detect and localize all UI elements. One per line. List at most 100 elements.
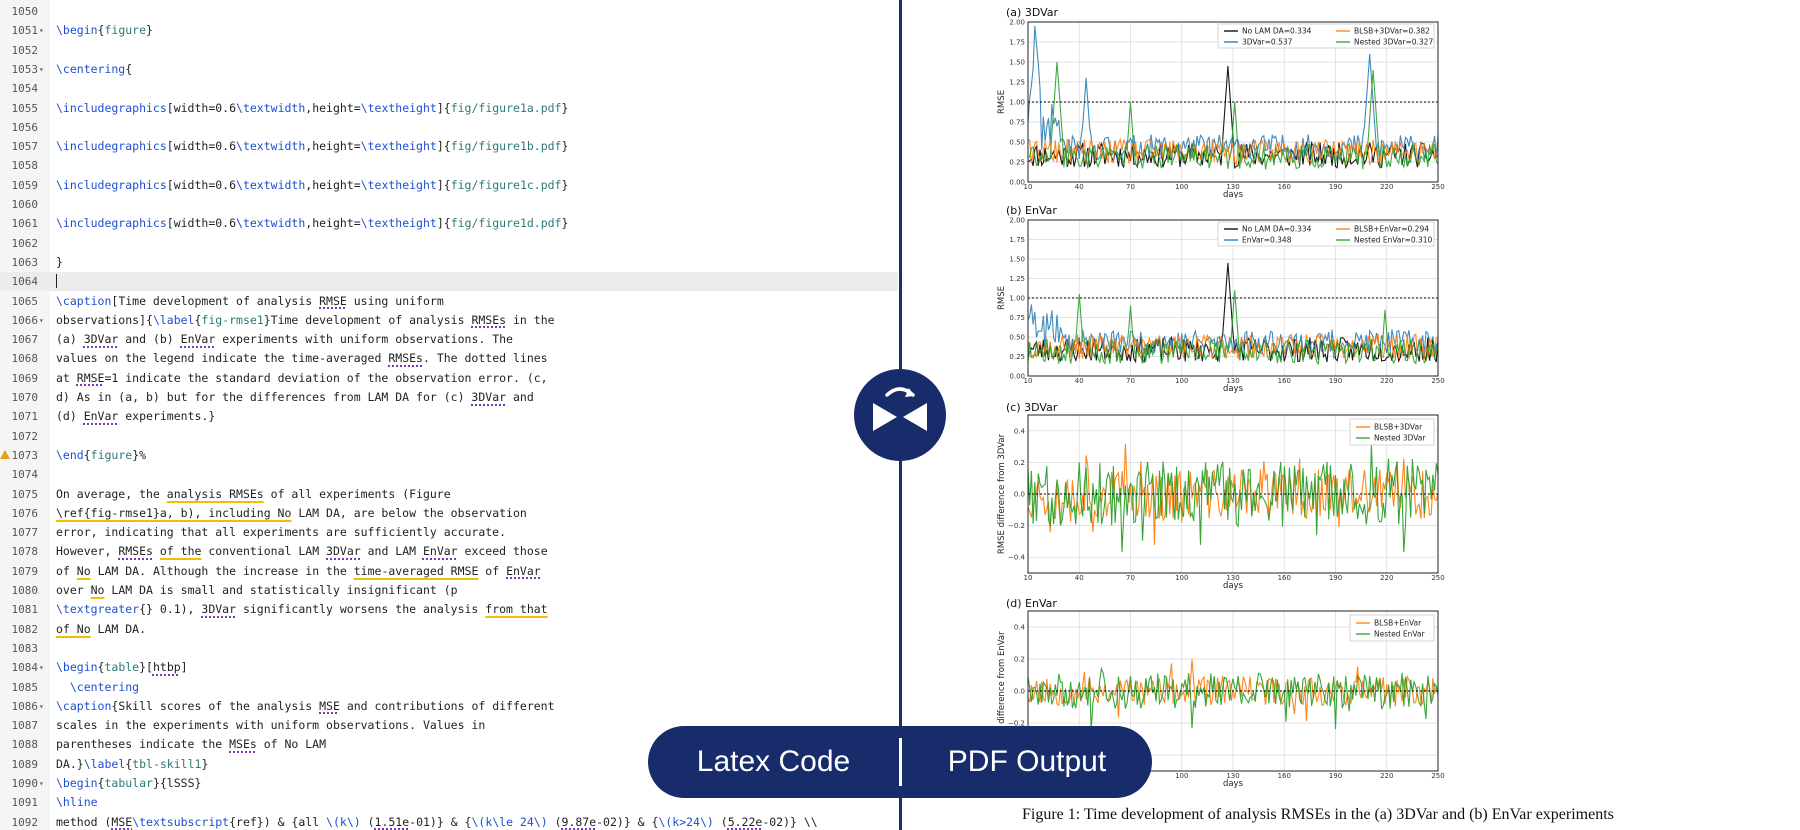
code-text[interactable]: \hline — [56, 793, 98, 812]
code-text[interactable]: \end{figure}% — [56, 446, 146, 465]
code-line[interactable]: 1079 of No LAM DA. Although the increase … — [0, 562, 898, 581]
x-tick-label: 10 — [1024, 183, 1033, 191]
view-mode-toggle[interactable]: Latex Code PDF Output — [648, 726, 1152, 798]
series-line — [1027, 443, 1439, 545]
code-text[interactable]: of No LAM DA. — [56, 620, 146, 639]
code-line[interactable]: 1070 d) As in (a, b) but for the differen… — [0, 388, 898, 407]
code-token: =1 indicate the standard deviation of th… — [104, 370, 548, 385]
line-number: 1065 — [11, 294, 39, 308]
code-text[interactable]: observations]{\label{fig-rmse1}Time deve… — [56, 311, 555, 330]
code-text[interactable]: \includegraphics[width=0.6\textwidth,hei… — [56, 99, 568, 118]
code-line[interactable]: 1071 (d) EnVar experiments.} — [0, 407, 898, 426]
code-text[interactable]: \begin{tabular}{lSSS} — [56, 774, 201, 793]
code-text[interactable]: \textgreater{} 0.1), 3DVar significantly… — [56, 600, 548, 619]
code-line[interactable]: 1050 — [0, 2, 898, 21]
code-line[interactable]: 1055 \includegraphics[width=0.6\textwidth… — [0, 99, 898, 118]
code-text[interactable]: ​ — [56, 272, 57, 291]
code-line[interactable]: 1056 — [0, 118, 898, 137]
code-line[interactable]: 1077 error, indicating that all experimen… — [0, 523, 898, 542]
code-text[interactable]: \begin{figure} — [56, 21, 153, 40]
code-text[interactable]: \centering{ — [56, 60, 132, 79]
latex-code-tab[interactable]: Latex Code — [696, 745, 851, 778]
code-text[interactable]: \centering — [56, 678, 139, 697]
x-tick-label: 190 — [1329, 772, 1342, 780]
code-text[interactable]: d) As in (a, b) but for the differences … — [56, 388, 534, 407]
code-line[interactable]: 1083 — [0, 639, 898, 658]
code-line[interactable]: 1066 ▾ observations]{\label{fig-rmse1}Time… — [0, 311, 898, 330]
code-line[interactable]: 1062 — [0, 234, 898, 253]
code-line[interactable]: 1063} — [0, 253, 898, 272]
code-line[interactable]: 1060 — [0, 195, 898, 214]
code-text[interactable]: at RMSE=1 indicate the standard deviatio… — [56, 369, 548, 388]
code-line[interactable]: 1058 — [0, 156, 898, 175]
swap-panes-button[interactable] — [854, 369, 946, 461]
code-text[interactable]: of No LAM DA. Although the increase in t… — [56, 562, 541, 581]
code-line[interactable]: 1072 — [0, 427, 898, 446]
code-line[interactable]: 1074 — [0, 465, 898, 484]
code-line[interactable]: 1054 — [0, 79, 898, 98]
code-line[interactable]: 1061 \includegraphics[width=0.6\textwidth… — [0, 214, 898, 233]
code-token: ]{ — [436, 139, 451, 154]
code-line[interactable]: 1051 ▾ \begin{figure} — [0, 21, 898, 40]
series-line — [1027, 290, 1439, 366]
code-line[interactable]: 1057 \includegraphics[width=0.6\textwidth… — [0, 137, 898, 156]
code-line[interactable]: 1076 \ref{fig-rmse1}a, b), including No L… — [0, 504, 898, 523]
code-text[interactable]: parentheses indicate the MSEs of No LAM — [56, 735, 326, 754]
code-line[interactable]: 1084 ▾ \begin{table}[htbp] — [0, 658, 898, 677]
code-line[interactable]: 1075 On average, the analysis RMSEs of al… — [0, 485, 898, 504]
code-line[interactable]: 1087 scales in the experiments with unifo… — [0, 716, 898, 735]
code-text[interactable]: scales in the experiments with uniform o… — [56, 716, 485, 735]
code-text[interactable]: values on the legend indicate the time-a… — [56, 349, 548, 368]
fold-chevron-icon[interactable]: ▾ — [39, 26, 44, 36]
code-text[interactable]: \ref{fig-rmse1}a, b), including No LAM D… — [56, 504, 527, 523]
code-text[interactable]: \caption[Time development of analysis RM… — [56, 292, 444, 311]
fold-chevron-icon[interactable]: ▾ — [39, 779, 44, 788]
code-line[interactable]: 1059 \includegraphics[width=0.6\textwidth… — [0, 176, 898, 195]
code-line[interactable]: 1090 ▾ \begin{tabular}{lSSS} — [0, 774, 898, 793]
code-text[interactable]: On average, the analysis RMSEs of all ex… — [56, 485, 451, 504]
code-line[interactable]: 1053 ▾ \centering{ — [0, 60, 898, 79]
code-line[interactable]: 1068 values on the legend indicate the ti… — [0, 349, 898, 368]
code-text[interactable]: method (MSE\textsubscript{ref}) & {all \… — [56, 813, 818, 830]
code-line[interactable]: 1092 method (MSE\textsubscript{ref}) & {a… — [0, 813, 898, 830]
x-tick-label: 130 — [1226, 377, 1239, 385]
code-line[interactable]: 1081 \textgreater{} 0.1), 3DVar significa… — [0, 600, 898, 619]
pdf-output-tab[interactable]: PDF Output — [947, 745, 1107, 778]
code-text[interactable]: } — [56, 253, 63, 272]
code-text[interactable]: However, RMSEs of the conventional LAM 3… — [56, 542, 548, 561]
code-line[interactable]: 1065 \caption[Time development of analysi… — [0, 292, 898, 311]
code-line[interactable]: 1085 \centering — [0, 678, 898, 697]
code-text[interactable]: \includegraphics[width=0.6\textwidth,hei… — [56, 176, 568, 195]
code-line[interactable]: 1078 However, RMSEs of the conventional L… — [0, 542, 898, 561]
code-text[interactable]: error, indicating that all experiments a… — [56, 523, 506, 542]
fold-chevron-icon[interactable]: ▾ — [39, 64, 44, 74]
code-line[interactable]: 1064 ​ — [0, 272, 898, 292]
code-text[interactable]: \includegraphics[width=0.6\textwidth,hei… — [56, 137, 568, 156]
line-number: 1074 — [11, 468, 39, 482]
warning-icon[interactable] — [0, 449, 10, 459]
code-line[interactable]: 1082 of No LAM DA. — [0, 620, 898, 639]
code-text[interactable]: \caption{Skill scores of the analysis MS… — [56, 697, 555, 716]
code-line[interactable]: 1080 over No LAM DA is small and statisti… — [0, 581, 898, 600]
code-line[interactable]: 1091 \hline — [0, 793, 898, 812]
code-text[interactable]: \begin{table}[htbp] — [56, 658, 188, 677]
code-line[interactable]: 1069 at RMSE=1 indicate the standard devi… — [0, 369, 898, 388]
pdf-output-pane[interactable]: (a) 3DVar 10 40 70 100 130 160 190 220 250 0.00 0.2… — [902, 0, 1800, 830]
fold-chevron-icon[interactable]: ▾ — [39, 663, 44, 673]
code-line[interactable]: 1086 ▾ \caption{Skill scores of the analys… — [0, 697, 898, 716]
code-line[interactable]: 1088 parentheses indicate the MSEs of No … — [0, 735, 898, 754]
latex-code-editor[interactable]: 1050 1051 ▾ \begin{figure} 1052 1053 ▾ \centeri… — [0, 0, 900, 830]
code-line[interactable]: 1052 — [0, 41, 898, 60]
code-text[interactable]: DA.}\label{tbl-skill1} — [56, 755, 208, 774]
fold-chevron-icon[interactable]: ▾ — [39, 315, 44, 325]
code-text[interactable]: \includegraphics[width=0.6\textwidth,hei… — [56, 214, 568, 233]
code-text[interactable]: (a) 3DVar and (b) EnVar experiments with… — [56, 330, 513, 349]
code-text[interactable]: (d) EnVar experiments.} — [56, 407, 215, 426]
y-tick-label: 1.00 — [1009, 99, 1025, 107]
code-line[interactable]: 1067 (a) 3DVar and (b) EnVar experiments … — [0, 330, 898, 349]
code-text[interactable]: over No LAM DA is small and statisticall… — [56, 581, 458, 600]
y-tick-label: 1.75 — [1009, 39, 1025, 47]
fold-chevron-icon[interactable]: ▾ — [39, 701, 44, 711]
code-line[interactable]: 1073 \end{figure}% — [0, 446, 898, 465]
code-line[interactable]: 1089 DA.}\label{tbl-skill1} — [0, 755, 898, 774]
